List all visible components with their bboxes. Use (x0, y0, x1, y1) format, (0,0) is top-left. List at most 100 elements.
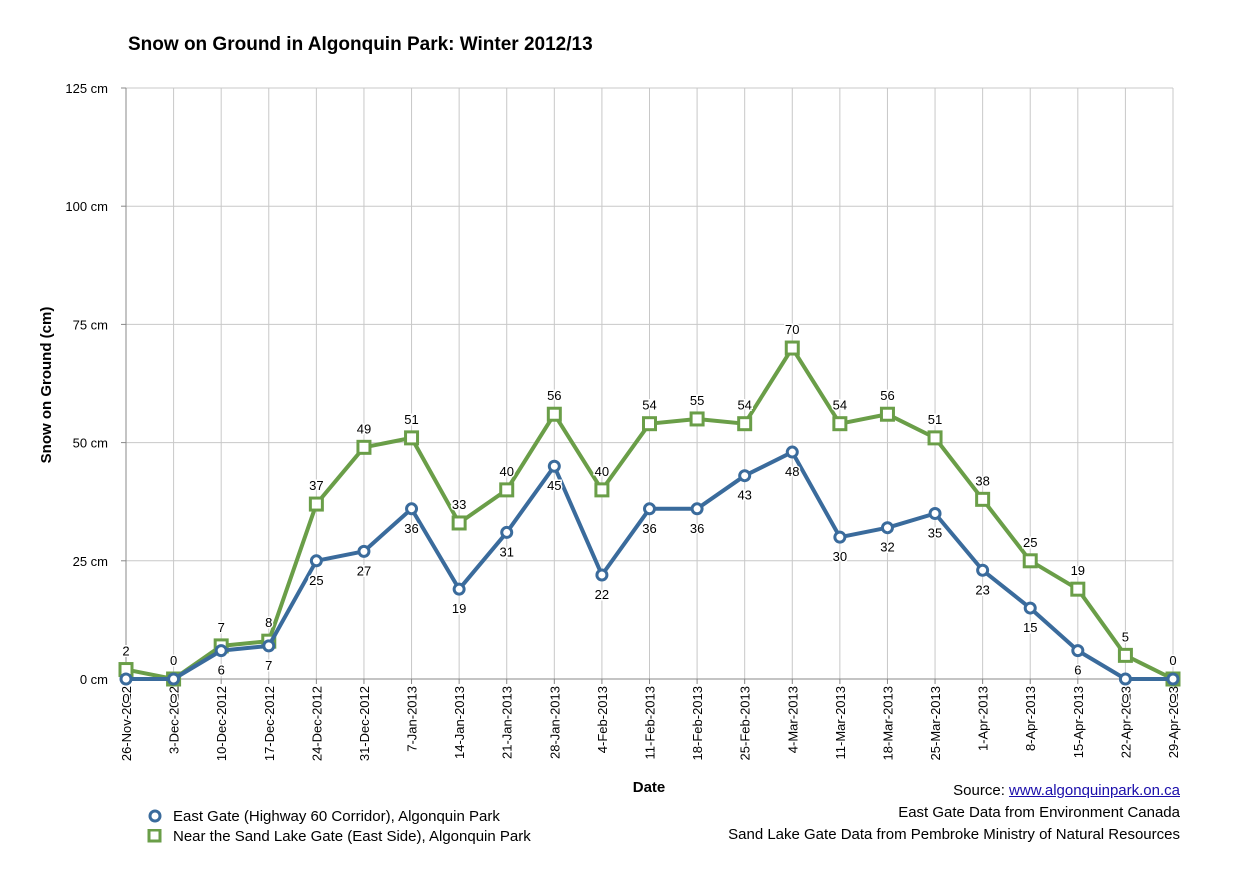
data-point-sand-lake (308, 496, 324, 512)
data-label-sand-lake: 5 (1122, 629, 1129, 644)
data-label-east-gate: 6 (1074, 663, 1081, 678)
data-point-east-gate (928, 507, 942, 521)
legend: East Gate (Highway 60 Corridor), Algonqu… (145, 806, 531, 846)
x-tick-label: 10-Dec-2012 (214, 686, 229, 761)
data-point-east-gate (833, 530, 847, 544)
data-label-sand-lake: 56 (880, 388, 894, 403)
y-tick-label: 50 cm (73, 436, 108, 451)
data-label-east-gate: 6 (218, 663, 225, 678)
x-tick-label: 26-Nov-2012 (119, 686, 134, 761)
data-point-sand-lake (1070, 581, 1086, 597)
data-point-sand-lake (975, 491, 991, 507)
x-axis-label: Date (633, 779, 666, 796)
x-tick-label: 8-Apr-2013 (1023, 686, 1038, 751)
data-label-sand-lake: 54 (642, 398, 656, 413)
data-point-sand-lake (356, 439, 372, 455)
y-tick-label: 75 cm (73, 317, 108, 332)
data-point-sand-lake (1022, 553, 1038, 569)
data-point-east-gate (595, 568, 609, 582)
data-label-east-gate: 27 (357, 563, 371, 578)
data-point-sand-lake (594, 482, 610, 498)
data-label-sand-lake: 54 (737, 398, 751, 413)
legend-label-sand-lake: Near the Sand Lake Gate (East Side), Alg… (173, 827, 531, 845)
data-point-east-gate (880, 521, 894, 535)
data-label-east-gate: 36 (690, 521, 704, 536)
data-point-east-gate (262, 639, 276, 653)
x-tick-label: 31-Dec-2012 (357, 686, 372, 761)
x-tick-label: 28-Jan-2013 (547, 686, 562, 759)
data-label-east-gate: 23 (975, 582, 989, 597)
x-tick-label: 11-Mar-2013 (833, 686, 848, 759)
data-point-sand-lake (689, 411, 705, 427)
data-label-east-gate: 0 (1122, 691, 1129, 706)
legend-item-sand-lake: Near the Sand Lake Gate (East Side), Alg… (145, 826, 531, 846)
data-label-sand-lake: 33 (452, 497, 466, 512)
data-label-sand-lake: 7 (218, 620, 225, 635)
circle-marker-icon (148, 809, 162, 823)
x-tick-label: 17-Dec-2012 (262, 686, 277, 761)
x-tick-label: 22-Apr-2013 (1118, 686, 1133, 758)
data-point-sand-lake (546, 406, 562, 422)
data-label-sand-lake: 49 (357, 421, 371, 436)
data-point-sand-lake (737, 416, 753, 432)
data-label-sand-lake: 56 (547, 388, 561, 403)
data-point-east-gate (1071, 644, 1085, 658)
data-point-east-gate (976, 563, 990, 577)
x-tick-label: 18-Mar-2013 (880, 686, 895, 760)
data-point-east-gate (785, 445, 799, 459)
data-point-sand-lake (499, 482, 515, 498)
source-note: Source: www.algonquinpark.on.ca East Gat… (728, 780, 1180, 846)
data-label-east-gate: 25 (309, 573, 323, 588)
data-point-east-gate (357, 544, 371, 558)
data-label-sand-lake: 40 (499, 464, 513, 479)
data-point-sand-lake (784, 340, 800, 356)
x-tick-label: 21-Jan-2013 (500, 686, 515, 759)
data-label-east-gate: 31 (499, 544, 513, 559)
data-label-sand-lake: 8 (265, 615, 272, 630)
data-label-east-gate: 36 (642, 521, 656, 536)
data-point-east-gate (500, 525, 514, 539)
data-label-sand-lake: 54 (833, 398, 847, 413)
data-label-sand-lake: 40 (595, 464, 609, 479)
data-label-east-gate: 22 (595, 587, 609, 602)
data-point-sand-lake (404, 430, 420, 446)
source-prefix: Source: (953, 782, 1010, 799)
data-label-east-gate: 35 (928, 526, 942, 541)
source-sand-lake: Sand Lake Gate Data from Pembroke Minist… (728, 826, 1180, 843)
chart-title: Snow on Ground in Algonquin Park: Winter… (128, 34, 593, 55)
data-label-sand-lake: 55 (690, 393, 704, 408)
x-tick-label: 1-Apr-2013 (976, 686, 991, 751)
y-axis-label: Snow on Ground (cm) (38, 307, 55, 464)
data-point-sand-lake (879, 406, 895, 422)
data-label-east-gate: 0 (170, 691, 177, 706)
data-label-east-gate: 19 (452, 601, 466, 616)
data-label-sand-lake: 38 (975, 473, 989, 488)
data-point-east-gate (119, 672, 133, 686)
data-label-east-gate: 48 (785, 464, 799, 479)
data-label-sand-lake: 51 (928, 412, 942, 427)
data-point-east-gate (547, 459, 561, 473)
legend-label-east-gate: East Gate (Highway 60 Corridor), Algonqu… (173, 807, 500, 825)
data-label-sand-lake: 0 (1169, 653, 1176, 668)
data-point-east-gate (309, 554, 323, 568)
x-tick-label: 3-Dec-2012 (167, 686, 182, 754)
y-tick-label: 0 cm (80, 672, 108, 687)
x-tick-label: 18-Feb-2013 (690, 686, 705, 760)
data-point-east-gate (452, 582, 466, 596)
data-point-sand-lake (451, 515, 467, 531)
x-tick-label: 14-Jan-2013 (452, 686, 467, 759)
data-label-sand-lake: 0 (170, 653, 177, 668)
data-point-east-gate (1118, 672, 1132, 686)
tick-labels: 0 cm 25 cm 50 cm 75 cm 100 cm 125 cm 26-Nov-20… (65, 81, 1181, 761)
data-label-sand-lake: 51 (404, 412, 418, 427)
y-tick-label: 25 cm (73, 554, 108, 569)
x-tick-label: 25-Mar-2013 (928, 686, 943, 760)
data-label-east-gate: 7 (265, 658, 272, 673)
data-point-east-gate (214, 644, 228, 658)
data-point-sand-lake (642, 416, 657, 432)
x-tick-label: 4-Mar-2013 (785, 686, 800, 753)
source-link[interactable]: www.algonquinpark.on.ca (1009, 782, 1180, 799)
x-tick-label: 15-Apr-2013 (1071, 686, 1086, 758)
